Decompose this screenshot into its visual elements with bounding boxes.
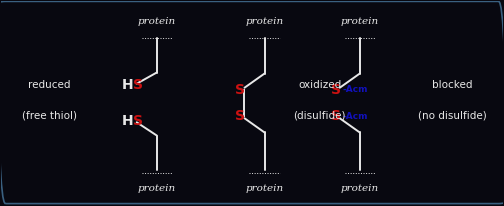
Text: S: S xyxy=(133,78,143,92)
Text: protein: protein xyxy=(138,184,176,193)
Text: S: S xyxy=(235,109,245,123)
Text: S: S xyxy=(331,83,341,97)
Text: protein: protein xyxy=(138,17,176,26)
Text: S: S xyxy=(331,109,341,123)
Text: (free thiol): (free thiol) xyxy=(22,110,77,120)
Text: oxidized: oxidized xyxy=(298,80,341,90)
Text: (disulfide): (disulfide) xyxy=(293,110,346,120)
Text: reduced: reduced xyxy=(28,80,70,90)
Text: S: S xyxy=(133,114,143,128)
Text: S: S xyxy=(235,83,245,97)
Text: H: H xyxy=(121,78,133,92)
Text: protein: protein xyxy=(341,17,379,26)
Text: (no disulfide): (no disulfide) xyxy=(418,110,487,120)
Text: protein: protein xyxy=(245,184,284,193)
Text: blocked: blocked xyxy=(432,80,473,90)
Text: H: H xyxy=(121,114,133,128)
Text: protein: protein xyxy=(245,17,284,26)
Text: -Acm: -Acm xyxy=(342,85,368,94)
Text: protein: protein xyxy=(341,184,379,193)
Text: -Acm: -Acm xyxy=(342,112,368,121)
